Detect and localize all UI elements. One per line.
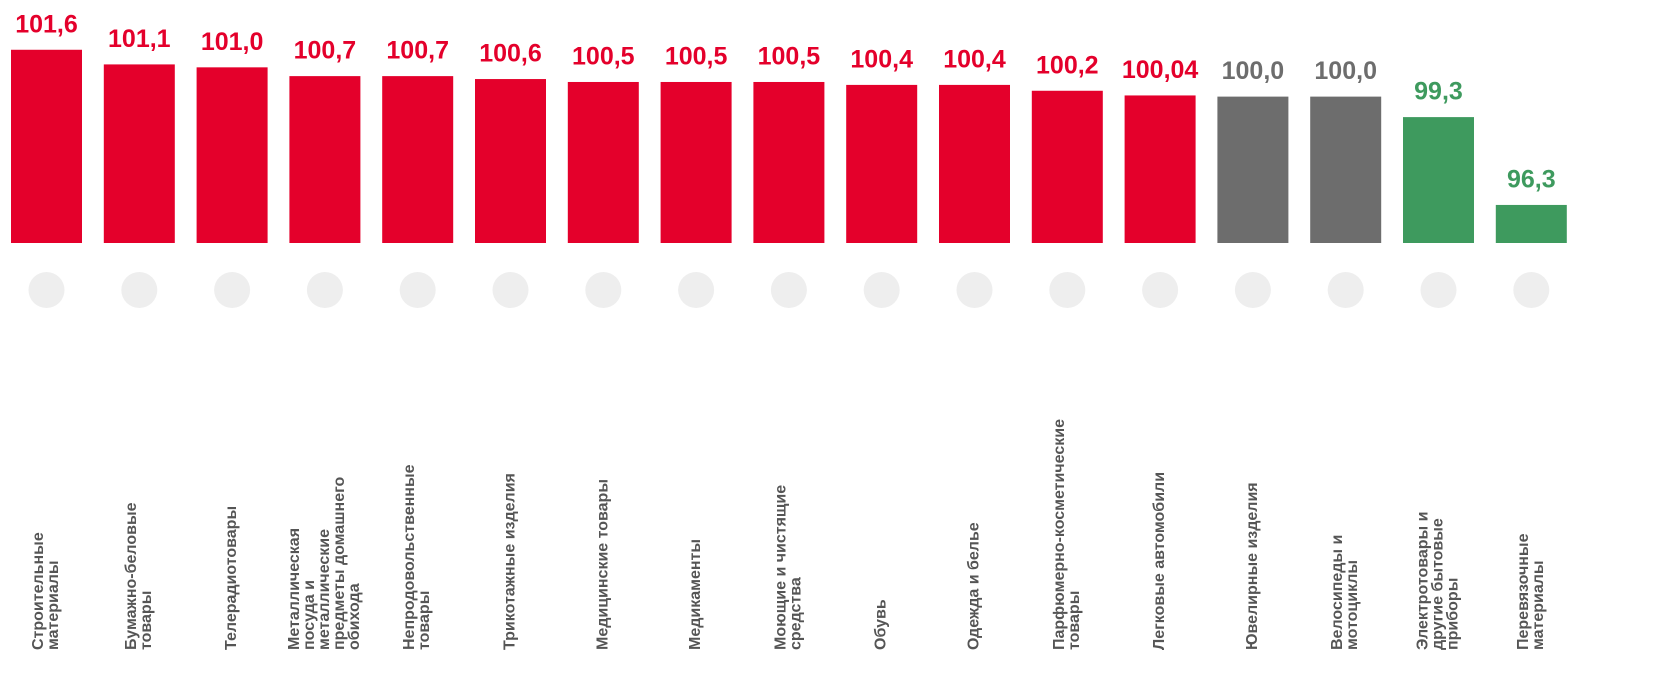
category-label: Медикаменты xyxy=(687,539,704,650)
bar xyxy=(660,81,732,243)
category-label: Велосипеды имотоциклы xyxy=(1329,535,1361,650)
bar xyxy=(103,64,175,243)
value-label: 100,5 xyxy=(665,43,728,71)
bar xyxy=(846,84,918,243)
value-label: 100,0 xyxy=(1314,57,1377,85)
category-label: Телерадиотовары xyxy=(223,506,240,650)
bar xyxy=(567,81,639,243)
value-label: 100,0 xyxy=(1222,57,1285,85)
category-icon xyxy=(492,272,529,308)
category-label: Перевязочныематериалы xyxy=(1515,533,1547,650)
category-icon xyxy=(1049,272,1086,308)
value-label: 100,4 xyxy=(943,46,1006,74)
category-icon xyxy=(863,272,900,308)
category-label: Электротовары идругие бытовыеприборы xyxy=(1415,512,1462,650)
bar xyxy=(1031,90,1103,243)
value-label: 99,3 xyxy=(1414,78,1463,106)
bar xyxy=(753,81,825,243)
category-icon xyxy=(956,272,993,308)
category-icon xyxy=(1327,272,1364,308)
category-icon xyxy=(214,272,251,308)
category-label: Обувь xyxy=(873,599,890,650)
value-label: 101,0 xyxy=(201,28,264,56)
category-icon xyxy=(585,272,622,308)
category-label: Медицинские товары xyxy=(595,479,612,650)
value-label: 96,3 xyxy=(1507,166,1556,194)
value-label: 100,4 xyxy=(850,46,913,74)
category-label: Строительныематериалы xyxy=(30,532,62,650)
category-icon xyxy=(1142,272,1179,308)
bar xyxy=(939,84,1010,243)
category-icon xyxy=(306,272,343,308)
category-icon xyxy=(678,272,715,308)
category-icon xyxy=(1234,272,1271,308)
category-label: Легковые автомобили xyxy=(1151,472,1168,650)
value-label: 100,5 xyxy=(758,43,821,71)
bar xyxy=(196,67,268,244)
category-label: Бумажно-беловыетовары xyxy=(123,502,155,650)
bar xyxy=(1310,96,1382,243)
category-icon xyxy=(1513,272,1550,308)
category-label: Ювелирные изделия xyxy=(1244,482,1261,650)
value-label: 101,6 xyxy=(15,10,78,38)
category-label: Металлическаяпосуда иметаллическиепредме… xyxy=(286,476,363,650)
bar xyxy=(289,76,361,243)
bar xyxy=(11,49,82,243)
category-icon xyxy=(1420,272,1457,308)
category-icon xyxy=(121,272,158,308)
category-icon xyxy=(770,272,807,308)
value-label: 100,04 xyxy=(1122,56,1199,84)
category-label: Одежда и белье xyxy=(966,522,983,650)
value-label: 101,1 xyxy=(108,25,171,53)
category-icon xyxy=(28,272,65,308)
bar xyxy=(475,79,546,244)
category-label: Парфюмерно-косметическиетовары xyxy=(1051,419,1083,650)
bar xyxy=(382,76,454,243)
category-label: Непродовольственныетовары xyxy=(401,464,433,650)
value-label: 100,7 xyxy=(294,37,357,65)
value-label: 100,5 xyxy=(572,43,635,71)
value-label: 100,7 xyxy=(386,37,449,65)
bar xyxy=(1495,204,1567,243)
bar xyxy=(1124,95,1196,243)
value-label: 100,2 xyxy=(1036,51,1099,79)
category-label: Трикотажные изделия xyxy=(502,473,519,650)
bar xyxy=(1403,117,1474,243)
category-icon xyxy=(399,272,436,308)
value-label: 100,6 xyxy=(479,40,542,68)
bar xyxy=(1217,96,1289,243)
category-label: Моющие и чистящиесредства xyxy=(773,485,805,650)
